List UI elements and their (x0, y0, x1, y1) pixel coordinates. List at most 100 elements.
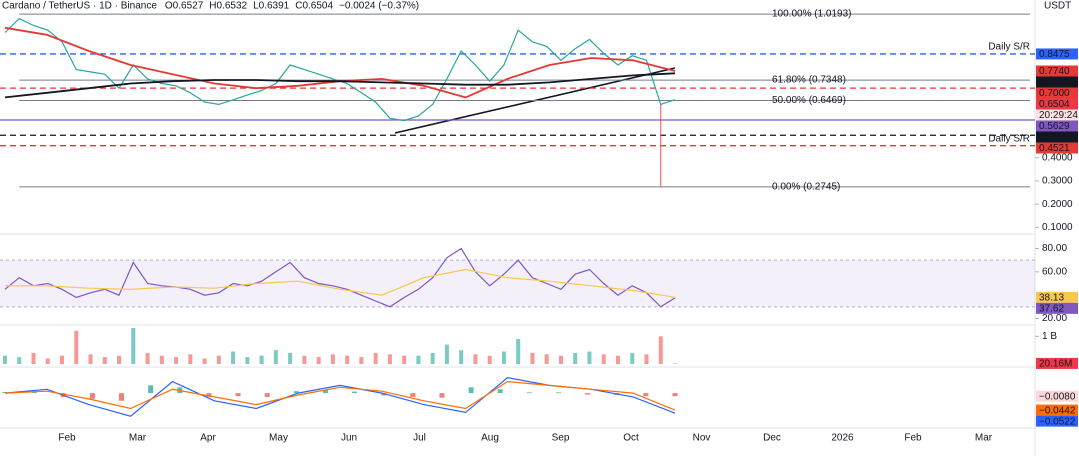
volume-bar (630, 352, 635, 364)
value-tag (1036, 87, 1078, 99)
series-line (4, 380, 676, 411)
ohlc-value: O0.6527 (165, 1, 204, 12)
volume-bar (516, 339, 521, 364)
volume-bar (644, 354, 649, 364)
volume-bar (174, 357, 179, 364)
value-tag-label: 0.4969 (1039, 132, 1070, 143)
value-tag-label: 0.5629 (1039, 121, 1070, 132)
volume-bar (188, 354, 193, 364)
macd-histogram-bar (497, 389, 503, 394)
volume-bar (530, 352, 535, 364)
x-tick-label: Aug (481, 433, 499, 444)
fib-label: 61.80% (0.7348) (772, 75, 846, 86)
volume-bar (102, 357, 107, 364)
macd-histogram-bar (322, 390, 328, 394)
fib-label: 0.00% (0.2745) (772, 182, 840, 193)
value-tag-label: 0.8475 (1039, 49, 1070, 60)
value-tag-label: 20.16M (1039, 359, 1072, 370)
value-tag (1036, 98, 1078, 110)
value-tag (1036, 65, 1078, 77)
volume-bar (587, 351, 592, 364)
value-tag-label: 37.62 (1039, 303, 1064, 314)
volume-bar (31, 352, 36, 364)
x-tick-label: Sep (552, 433, 570, 444)
value-tag (1036, 404, 1078, 416)
countdown: 20:29:24 (1039, 110, 1078, 121)
value-tag (1036, 390, 1078, 402)
macd-histogram-bar (672, 393, 678, 397)
ohlc-value: C0.6504 (295, 1, 333, 12)
macd-histogram-bar (264, 393, 270, 397)
y-tick-label: 0.1000 (1042, 222, 1073, 233)
ohlc-value: −0.0024 (−0.37%) (339, 1, 419, 12)
x-tick-label: Nov (693, 433, 711, 444)
macd-histogram-bar (148, 385, 154, 394)
y-tick-label: 0.3000 (1042, 176, 1073, 187)
y-tick-label: 1 B (1042, 331, 1057, 342)
value-tag (1036, 357, 1078, 369)
value-tag (1036, 48, 1078, 60)
series-line (5, 268, 676, 298)
volume-bar (601, 354, 606, 364)
volume-bar (60, 355, 65, 364)
value-tag (1036, 142, 1078, 154)
macd-histogram-bar (585, 393, 591, 395)
value-tag (1036, 131, 1078, 143)
volume-bar (387, 354, 392, 364)
macd-histogram-bar (352, 391, 358, 394)
volume-bar (459, 350, 464, 364)
value-tag-label: 0.6504 (1039, 99, 1070, 110)
x-tick-label: May (269, 433, 288, 444)
y-tick-label: 60.00 (1042, 266, 1067, 277)
x-tick-label: 2026 (831, 433, 854, 444)
volume-bar (202, 358, 207, 364)
macd-histogram-bar (439, 393, 445, 398)
macd-histogram-bar (293, 391, 299, 394)
volume-bar (145, 352, 150, 364)
volume-bar (288, 352, 293, 364)
value-tag (1036, 415, 1078, 427)
macd-histogram-bar (526, 392, 532, 394)
volume-bar (416, 355, 421, 364)
volume-bar (658, 336, 663, 364)
value-tag (1036, 120, 1078, 132)
volume-bar (501, 351, 506, 364)
volume-bar (17, 357, 22, 364)
x-tick-label: Mar (129, 433, 147, 444)
macd-histogram-bar (468, 387, 474, 394)
level-caption: Daily S/R (988, 133, 1030, 144)
value-tag-label: 0.4521 (1039, 143, 1070, 154)
volume-bar (615, 355, 620, 364)
volume-bar (402, 355, 407, 364)
x-tick-label: Feb (904, 433, 922, 444)
macd-histogram-bar (410, 393, 416, 397)
volume-bar (544, 354, 549, 364)
volume-bar (345, 355, 350, 364)
volume-bar (88, 354, 93, 364)
value-tag (1036, 302, 1078, 314)
value-tag-label: 38.13 (1039, 292, 1064, 303)
macd-histogram-bar (555, 392, 561, 394)
chart-title: Cardano / TetherUS · 1D · Binance (2, 1, 157, 12)
volume-bar (373, 352, 378, 364)
value-tag (1036, 76, 1078, 88)
volume-bar (316, 357, 321, 364)
volume-bar (159, 355, 164, 364)
x-tick-label: Oct (623, 433, 639, 444)
volume-bar (74, 330, 79, 364)
volume-bar (302, 355, 307, 364)
volume-bar (359, 357, 364, 364)
ohlc-value: H0.6532 (209, 1, 247, 12)
series-line (4, 72, 676, 99)
x-tick-label: Mar (975, 433, 993, 444)
volume-bar (487, 355, 492, 364)
macd-histogram-bar (643, 393, 649, 397)
volume-bar (673, 363, 677, 364)
volume-bar (131, 328, 136, 364)
rsi-band (0, 260, 1035, 307)
volume-bar (216, 355, 221, 364)
volume-bar (473, 354, 478, 364)
x-tick-label: Dec (763, 433, 781, 444)
